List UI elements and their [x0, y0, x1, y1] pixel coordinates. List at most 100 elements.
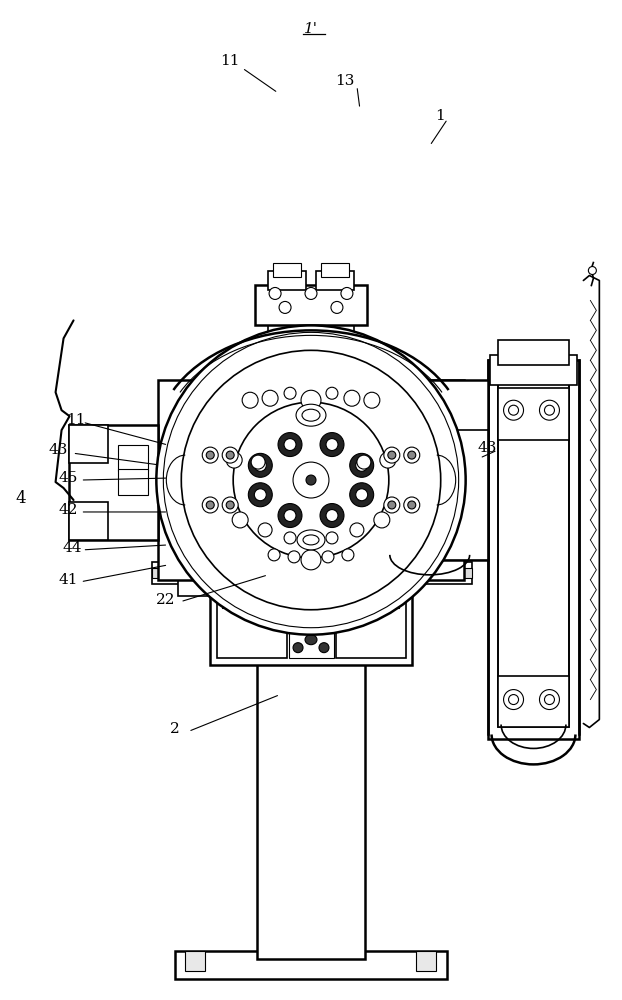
- Circle shape: [350, 453, 374, 477]
- Ellipse shape: [306, 609, 316, 621]
- Circle shape: [375, 585, 385, 595]
- Circle shape: [347, 450, 357, 460]
- Circle shape: [509, 405, 519, 415]
- Bar: [351, 455, 371, 475]
- Circle shape: [331, 301, 343, 313]
- Circle shape: [269, 287, 281, 299]
- Circle shape: [504, 400, 524, 420]
- Circle shape: [232, 512, 248, 528]
- Text: 41: 41: [59, 573, 78, 587]
- Bar: [289, 560, 334, 658]
- Ellipse shape: [296, 404, 326, 426]
- Circle shape: [288, 425, 302, 439]
- Bar: [210, 555, 412, 665]
- Circle shape: [181, 350, 441, 610]
- Bar: [370, 430, 488, 560]
- Bar: [488, 360, 580, 739]
- Circle shape: [388, 501, 396, 509]
- Text: 1': 1': [304, 22, 318, 36]
- Circle shape: [293, 643, 303, 653]
- Bar: [152, 562, 210, 584]
- Ellipse shape: [304, 591, 318, 609]
- Bar: [514, 425, 554, 463]
- Circle shape: [359, 585, 369, 595]
- Circle shape: [288, 551, 300, 563]
- Bar: [316, 271, 354, 290]
- Circle shape: [254, 489, 266, 501]
- Bar: [217, 562, 287, 658]
- Bar: [218, 500, 404, 660]
- Circle shape: [384, 497, 400, 513]
- Circle shape: [226, 501, 234, 509]
- Text: 42: 42: [59, 503, 78, 517]
- Bar: [248, 340, 374, 375]
- Text: 45: 45: [59, 471, 78, 485]
- Circle shape: [326, 387, 338, 399]
- Circle shape: [350, 523, 364, 537]
- Text: 13: 13: [335, 74, 355, 88]
- Circle shape: [279, 301, 291, 313]
- Bar: [68, 502, 108, 540]
- Circle shape: [226, 452, 242, 468]
- Bar: [298, 390, 324, 408]
- Circle shape: [319, 643, 329, 653]
- Circle shape: [202, 447, 218, 463]
- Circle shape: [263, 425, 277, 439]
- Circle shape: [248, 453, 272, 477]
- Circle shape: [278, 433, 302, 457]
- Bar: [296, 520, 326, 530]
- Bar: [345, 495, 375, 521]
- Circle shape: [359, 570, 369, 580]
- Bar: [498, 388, 569, 440]
- Bar: [222, 568, 280, 608]
- Text: 4: 4: [16, 490, 26, 507]
- Bar: [490, 355, 577, 385]
- Circle shape: [322, 551, 334, 563]
- Circle shape: [284, 532, 296, 544]
- Text: 43: 43: [49, 443, 68, 457]
- Circle shape: [207, 451, 214, 459]
- Circle shape: [303, 400, 319, 416]
- Circle shape: [509, 695, 519, 705]
- Bar: [118, 469, 149, 495]
- Bar: [179, 576, 210, 596]
- Circle shape: [240, 570, 250, 580]
- Circle shape: [156, 325, 466, 635]
- Circle shape: [374, 512, 390, 528]
- Bar: [255, 285, 367, 325]
- Circle shape: [262, 390, 278, 406]
- Circle shape: [305, 287, 317, 299]
- Circle shape: [301, 458, 321, 478]
- Bar: [498, 340, 569, 365]
- Text: 11: 11: [66, 413, 85, 427]
- Circle shape: [326, 510, 338, 522]
- Circle shape: [225, 570, 235, 580]
- Circle shape: [322, 450, 332, 460]
- Circle shape: [268, 549, 280, 561]
- Text: 11: 11: [220, 54, 240, 68]
- Circle shape: [539, 400, 559, 420]
- Bar: [273, 263, 301, 277]
- Bar: [258, 370, 364, 400]
- Circle shape: [404, 447, 420, 463]
- Circle shape: [388, 451, 396, 459]
- Circle shape: [278, 504, 302, 528]
- Circle shape: [258, 523, 272, 537]
- Bar: [414, 568, 471, 578]
- Circle shape: [293, 462, 329, 498]
- Circle shape: [242, 392, 258, 408]
- Bar: [257, 370, 365, 959]
- Circle shape: [254, 484, 266, 496]
- Bar: [248, 495, 278, 521]
- Circle shape: [226, 451, 234, 459]
- Bar: [414, 562, 471, 584]
- Circle shape: [257, 585, 267, 595]
- Bar: [296, 430, 326, 440]
- Bar: [159, 380, 463, 580]
- Circle shape: [364, 392, 380, 408]
- Circle shape: [254, 459, 266, 471]
- Circle shape: [326, 439, 338, 451]
- Circle shape: [301, 390, 321, 410]
- Bar: [498, 370, 569, 727]
- Bar: [283, 430, 339, 600]
